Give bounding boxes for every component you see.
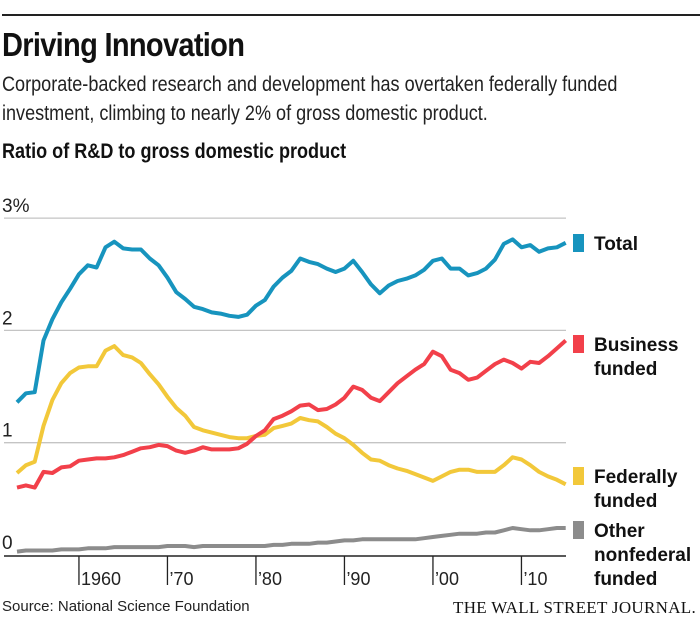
legend-label: Total [594,234,638,255]
publisher-logo: THE WALL STREET JOURNAL. [453,598,696,617]
legend-label: nonfederal [594,545,691,566]
series-lines [15,237,568,554]
x-tick-label: ’70 [169,569,193,589]
legend-swatch [573,335,584,353]
source-note: Source: National Science Foundation [2,598,250,615]
chart-title: Ratio of R&D to gross domestic product [2,140,347,163]
gridlines [4,217,566,444]
x-tick-label: ’10 [523,569,547,589]
y-tick-label: 0 [2,533,13,554]
legend-label: funded [594,569,657,590]
legend-item-other-nonfederal-funded: Other nonfederal funded [573,521,691,590]
y-tick-label: 3% [2,196,30,217]
chart-headline: Driving Innovation [2,26,245,63]
legend-swatch [573,234,584,252]
x-tick-label: ’80 [258,569,282,589]
series-line-total [15,237,567,404]
x-tick-label: ’00 [435,569,459,589]
series-line-federally-funded [15,344,567,487]
y-axis-labels: 3% 2 1 0 [2,196,30,554]
x-tick-label: 1960 [81,569,121,589]
y-tick-label: 1 [2,421,13,442]
legend-swatch [573,467,584,485]
legend-item-total: Total [573,234,638,255]
legend-label: Federally [594,467,678,488]
series-line-business-funded [16,339,568,490]
series-line-other-nonfederal-funded [16,526,566,554]
legend-swatch [573,521,584,539]
legend-item-business-funded: Business funded [573,335,678,380]
x-axis: 1960 ’70 ’80 ’90 ’00 ’10 [4,555,566,589]
top-rule [2,14,700,16]
legend: Total Business funded Federally funded Other n… [573,234,691,590]
legend-label: funded [594,491,657,512]
legend-label: Business [594,335,678,356]
legend-item-federally-funded: Federally funded [573,467,678,512]
chart-subtitle: Corporate-backed research and developmen… [2,73,618,125]
y-tick-label: 2 [2,308,13,329]
legend-label: funded [594,359,657,380]
legend-label: Other [594,521,645,542]
x-tick-label: ’90 [346,569,370,589]
